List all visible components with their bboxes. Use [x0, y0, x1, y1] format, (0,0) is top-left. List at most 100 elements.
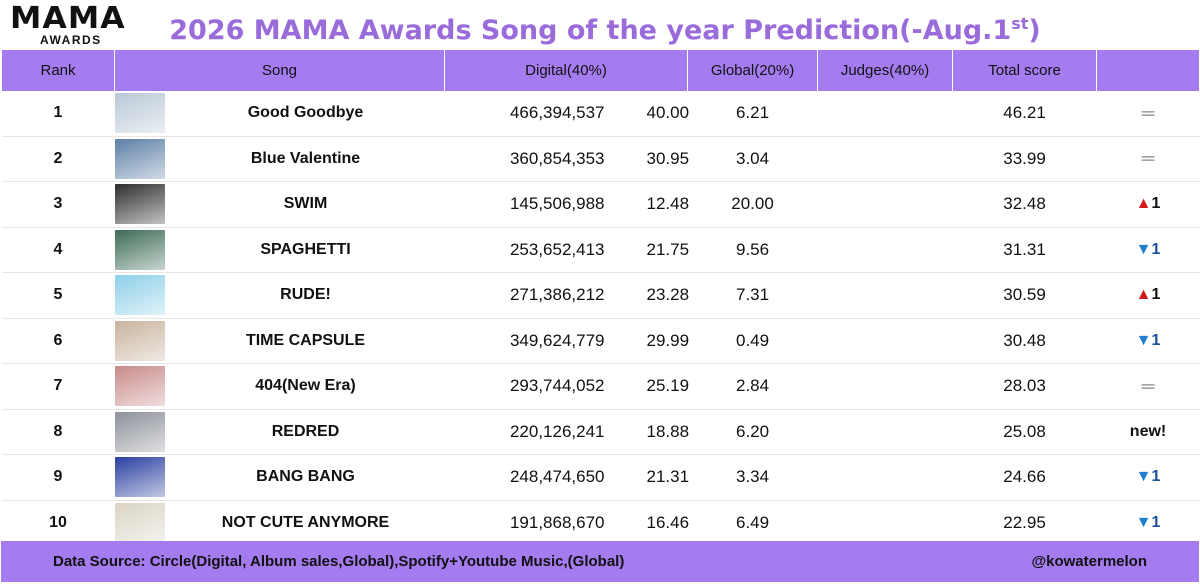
logo-awards-text: AWARDS: [40, 33, 102, 47]
header-change: [1096, 50, 1200, 91]
page-title: 2026 MAMA Awards Song of the year Predic…: [0, 4, 1200, 51]
digital-streams: 293,744,052: [509, 376, 605, 396]
song-title: RUDE!: [280, 286, 331, 304]
rank-down-icon: ▼: [1135, 240, 1152, 258]
header-rank: Rank: [1, 50, 115, 91]
album-cover-thumbnail: [114, 138, 165, 179]
rank-change: new!: [1097, 409, 1200, 455]
rank-down-icon: ▼: [1135, 513, 1152, 531]
total-score: 24.66: [1003, 467, 1046, 487]
rank-change-value: 1: [1151, 240, 1161, 258]
rank-change-value: 1: [1151, 286, 1161, 304]
mama-awards-logo: MAMA AWARDS: [10, 4, 125, 47]
thumb-cell: [114, 455, 167, 501]
digital-streams: 253,652,413: [509, 239, 605, 259]
album-cover-thumbnail: [114, 93, 165, 134]
album-cover-thumbnail: [114, 275, 165, 316]
no-change-icon: ═: [1141, 375, 1155, 396]
judges-score: [818, 91, 953, 136]
song-title: Blue Valentine: [250, 149, 361, 167]
digital-score: 16.46: [646, 512, 690, 532]
rank-cell: 5: [53, 286, 63, 304]
title-main: 2026 MAMA Awards Song of the year Predic…: [169, 15, 1012, 46]
thumb-cell: [114, 227, 167, 273]
global-score: 3.04: [735, 148, 770, 168]
global-score: 3.34: [735, 467, 770, 487]
digital-score: 12.48: [646, 194, 690, 214]
thumb-cell: [114, 318, 167, 364]
global-score: 9.56: [735, 239, 770, 259]
album-cover-thumbnail: [114, 366, 165, 407]
rank-change-value: 1: [1151, 195, 1161, 213]
song-title: BANG BANG: [256, 468, 355, 486]
song-title: REDRED: [271, 422, 340, 440]
digital-streams: 191,868,670: [509, 512, 605, 532]
song-title: Good Goodbye: [247, 104, 364, 122]
digital-score: 30.95: [646, 148, 690, 168]
global-score: 6.21: [735, 103, 770, 123]
thumb-cell: [114, 136, 167, 182]
judges-score: [818, 227, 953, 273]
table-body: 1 Good Goodbye 466,394,537 40.00 6.21 46.21 ═ 2…: [1, 91, 1200, 546]
song-title: NOT CUTE ANYMORE: [221, 513, 390, 531]
global-score: 20.00: [731, 194, 774, 214]
rank-change: ═: [1097, 91, 1200, 136]
header-global: Global(20%): [687, 50, 819, 91]
song-title: SWIM: [283, 195, 328, 213]
digital-streams: 271,386,212: [509, 285, 605, 305]
rank-up-icon: ▲: [1135, 286, 1152, 304]
total-score: 30.48: [1003, 330, 1046, 350]
title-close: ): [1028, 15, 1041, 46]
album-cover-thumbnail: [114, 184, 165, 225]
album-cover-thumbnail: [114, 502, 165, 543]
thumb-cell: [114, 273, 167, 319]
judges-score: [818, 273, 953, 319]
table-row: 1 Good Goodbye 466,394,537 40.00 6.21 46.21 ═: [1, 91, 1200, 136]
rank-change-value: 1: [1151, 513, 1161, 531]
digital-score: 18.88: [646, 421, 690, 441]
judges-score: [818, 182, 953, 228]
rank-cell: 4: [53, 240, 63, 258]
judges-score: [818, 364, 953, 410]
rank-down-icon: ▼: [1135, 468, 1152, 486]
song-title: 404(New Era): [255, 377, 356, 395]
no-change-icon: ═: [1141, 102, 1155, 123]
digital-score: 25.19: [646, 376, 690, 396]
thumb-cell: [114, 500, 167, 546]
title-sup: st: [1011, 14, 1029, 33]
rank-change: ═: [1097, 364, 1200, 410]
digital-score: 23.28: [646, 285, 690, 305]
table-row: 8 REDRED 220,126,241 18.88 6.20 25.08 new!: [1, 409, 1200, 455]
thumb-cell: [114, 364, 167, 410]
digital-score: 29.99: [646, 330, 690, 350]
digital-streams: 466,394,537: [509, 103, 605, 123]
global-score: 6.49: [735, 512, 770, 532]
thumb-cell: [114, 91, 167, 136]
table-row: 2 Blue Valentine 360,854,353 30.95 3.04 33.99…: [1, 136, 1200, 182]
logo-mama-text: MAMA: [10, 1, 126, 36]
header-judges: Judges(40%): [817, 50, 954, 91]
table-row: 10 NOT CUTE ANYMORE 191,868,670 16.46 6.49 22…: [1, 500, 1200, 546]
table-row: 3 SWIM 145,506,988 12.48 20.00 32.48 ▲1: [1, 182, 1200, 228]
album-cover-thumbnail: [114, 229, 165, 270]
rank-change: ═: [1097, 136, 1200, 182]
global-score: 0.49: [735, 330, 770, 350]
table-row: 9 BANG BANG 248,474,650 21.31 3.34 24.66 ▼1: [1, 455, 1200, 501]
total-score: 28.03: [1003, 376, 1046, 396]
global-score: 6.20: [735, 421, 770, 441]
rank-cell: 3: [53, 195, 63, 213]
global-score: 2.84: [735, 376, 770, 396]
judges-score: [818, 455, 953, 501]
rank-change: ▲1: [1097, 273, 1200, 319]
thumb-cell: [114, 182, 167, 228]
album-cover-thumbnail: [114, 320, 165, 361]
rank-down-icon: ▼: [1135, 331, 1152, 349]
total-score: 22.95: [1003, 512, 1046, 532]
table-row: 6 TIME CAPSULE 349,624,779 29.99 0.49 30.48 ▼1: [1, 318, 1200, 364]
digital-streams: 349,624,779: [509, 330, 605, 350]
header-digital: Digital(40%): [444, 50, 689, 91]
header-total: Total score: [952, 50, 1098, 91]
album-cover-thumbnail: [114, 411, 165, 452]
rank-change-value: 1: [1151, 468, 1161, 486]
new-entry-label: new!: [1129, 422, 1167, 440]
